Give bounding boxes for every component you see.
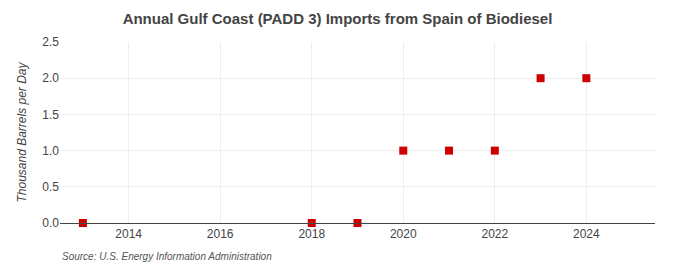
svg-text:2.5: 2.5 — [42, 35, 59, 49]
svg-text:1.0: 1.0 — [42, 144, 59, 158]
svg-text:2024: 2024 — [573, 227, 600, 241]
svg-text:Thousand Barrels per Day: Thousand Barrels per Day — [15, 61, 29, 202]
svg-text:0.0: 0.0 — [42, 216, 59, 230]
svg-text:2022: 2022 — [481, 227, 508, 241]
svg-text:2020: 2020 — [390, 227, 417, 241]
svg-text:2016: 2016 — [207, 227, 234, 241]
svg-text:1.5: 1.5 — [42, 108, 59, 122]
svg-text:Annual Gulf Coast (PADD 3) Imp: Annual Gulf Coast (PADD 3) Imports from … — [123, 10, 553, 27]
svg-text:2014: 2014 — [115, 227, 142, 241]
svg-text:Source: U.S. Energy Informatio: Source: U.S. Energy Information Administ… — [62, 251, 272, 262]
svg-text:2.0: 2.0 — [42, 71, 59, 85]
svg-text:0.5: 0.5 — [42, 180, 59, 194]
svg-text:2018: 2018 — [298, 227, 325, 241]
